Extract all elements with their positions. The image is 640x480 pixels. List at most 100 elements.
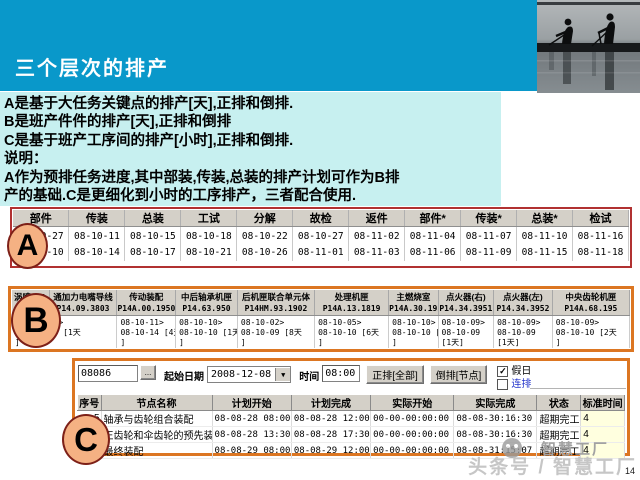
b-cell-line: 08-10-09 [8天 — [240, 328, 302, 337]
a-cell: 08-10-22 08-10-26 — [236, 226, 294, 261]
badge-a: A — [7, 223, 48, 269]
c-col-header: 实际完成 — [453, 395, 538, 411]
b-cell-line: 08-10-10 [1天 — [392, 328, 437, 337]
b-cell-line: 08-10-14 [4天 — [120, 328, 176, 337]
b-col-code: P14A.30.1950 — [389, 304, 438, 313]
a-date-end: 08-10-14 — [74, 247, 120, 258]
order-number-input[interactable] — [78, 365, 138, 382]
c-cell-actual-start: 00-00-00:00:00 — [370, 442, 455, 459]
b-col-name: 点火器(左) — [503, 292, 543, 302]
b-cell-line: 08-10-09 — [497, 328, 536, 337]
c-col-header: 计划开始 — [211, 395, 292, 411]
backward-schedule-button[interactable]: 倒排[节点] — [429, 365, 488, 384]
b-cell-line: 08-10-02> — [240, 318, 285, 327]
b-cell: 08-10-10>08-10-10 [1天] — [175, 315, 238, 348]
continuous-option[interactable]: 连排 — [497, 378, 531, 391]
b-cell-line: ] — [179, 338, 184, 347]
b-col-code: P14.09.3803 — [56, 304, 110, 313]
b-col-code: P14.34.3951 — [439, 304, 493, 313]
b-col-code: P14HM.93.1902 — [244, 304, 308, 313]
c-cell-status: 超期完工 — [536, 410, 582, 427]
a-col-header: 部件* — [404, 210, 462, 227]
b-cell-line: ] — [318, 338, 323, 347]
page-number: 14 — [624, 466, 635, 476]
watermark-logo-icon — [502, 438, 522, 458]
b-cell-line: ] — [240, 338, 246, 347]
schedule-c-table: 序号节点名称计划开始计划完成实际开始实际完成状态标准时间5轴承与齿轮组合装配08… — [77, 395, 625, 459]
b-col-name: 点火器(右) — [445, 292, 486, 302]
b-col-header: 主燃烧室 P14A.30.1950 — [388, 290, 439, 316]
b-col-header: 点火器(右) P14.34.3951 — [438, 290, 495, 316]
a-date-start: 08-10-15 — [130, 231, 176, 242]
c-cell-actual-end: 08-08-30:16:30 — [453, 426, 538, 443]
b-cell-line: 08-10-11> — [120, 318, 164, 327]
a-cell: 08-11-04 08-11-06 — [404, 226, 462, 261]
b-cell-line: 08-10-09 — [441, 328, 481, 337]
c-cell-plan-start: 08-08-28 08:00 — [212, 410, 292, 427]
a-cell: 08-11-10 08-11-15 — [516, 226, 574, 261]
chevron-down-icon[interactable]: ▼ — [275, 368, 291, 381]
b-col-code: P14.63.950 — [182, 304, 231, 313]
rowers-photo-image — [537, 0, 640, 93]
watermark-line-2: 头条号 / 智慧工厂 — [468, 457, 637, 478]
time-input[interactable] — [322, 365, 361, 382]
a-col-header: 传装* — [460, 210, 518, 227]
a-header-row: 部件 传装 总装 工试 分解 故检 返件 部件* 传装* 总装* 检试 — [13, 210, 629, 227]
continuous-checkbox[interactable] — [497, 379, 509, 390]
a-cell: 08-11-07 08-11-09 — [460, 226, 518, 261]
screenshot-b-frame: 涡喷14AFWP14A通加力电嘴导线P14.09.3803传动装配P14A.00… — [8, 286, 634, 352]
a-cell: 08-11-02 08-11-03 — [348, 226, 406, 261]
b-col-header: 通加力电嘴导线 P14.09.3803 — [49, 290, 118, 316]
c-col-header: 标准时间 — [580, 395, 625, 411]
b-col-code: P14.34.3952 — [496, 304, 550, 313]
b-col-name: 处理机匣 — [334, 292, 369, 302]
a-date-start: 08-11-04 — [409, 231, 456, 242]
holiday-checkbox[interactable]: ✓ — [497, 366, 509, 377]
a-date-end: 08-11-01 — [297, 247, 344, 258]
a-date-start: 08-10-18 — [185, 231, 232, 242]
forward-schedule-button[interactable]: 正排[全部] — [366, 365, 424, 384]
b-cell-line: ] — [392, 338, 397, 347]
intro-line: 说明： — [4, 151, 48, 168]
schedule-b-table: 涡喷14AFWP14A通加力电嘴导线P14.09.3803传动装配P14A.00… — [12, 290, 631, 348]
holiday-option[interactable]: ✓ 假日 — [497, 365, 531, 378]
b-cell: 08-10-11> 08-10-14 [4天] — [116, 315, 177, 348]
b-cell-line: 08-10-10 [2天 — [555, 328, 617, 337]
b-cell-line: 08-10-10 [6天 — [318, 328, 380, 337]
a-date-end: 08-11-18 — [577, 247, 624, 258]
a-cell: 08-10-11 08-10-14 — [68, 226, 126, 261]
b-cell-line: ] — [15, 338, 20, 347]
c-cell-actual-start: 00-00-00:00:00 — [370, 410, 455, 427]
browse-ellipsis-button[interactable]: ... — [140, 365, 156, 380]
b-cell: 08-10-02> 08-10-09 [8天] — [237, 315, 316, 348]
b-cell-line: 08-10-09> — [497, 318, 541, 327]
b-cell-line: 08-10-05> — [318, 318, 362, 327]
a-date-end: 08-11-09 — [465, 247, 512, 258]
intro-line: B是班产件件的排产[天],正排和倒排 — [4, 114, 232, 131]
toolbar-divider — [530, 388, 626, 389]
b-cell: 08-10-09> 08-10-10 [2天] — [552, 315, 631, 348]
b-col-name: 中后轴承机匣 — [180, 292, 232, 302]
b-cell-line: 08-10-10> — [392, 318, 436, 327]
b-cell-line: ] — [555, 338, 561, 347]
a-date-start: 08-10-11 — [74, 231, 120, 242]
b-col-code: P14A.00.1950 — [117, 304, 176, 313]
c-col-header: 节点名称 — [100, 395, 213, 411]
b-col-header: 处理机匣 P14A.13.1819 — [314, 290, 390, 316]
intro-line: 产的基础.C是更细化到小时的工序排产，三者配合使用. — [4, 188, 357, 205]
b-data-row: E08-10-14>708-10-14 [1天]08-10-11>08-10-1… — [12, 315, 631, 348]
b-col-name: 中央齿轮机匣 — [565, 292, 617, 302]
screenshot-a-frame: 部件传装总装工试分解故检返件部件*传装*总装*检试08-09-2708-10-1… — [10, 207, 632, 268]
a-cell: 08-10-27 08-11-01 — [292, 226, 350, 261]
intro-line: A作为预排任务进度,其中部装,传装,总装的排产计划可作为B排 — [4, 169, 400, 186]
c-cell-std-time: 4 — [580, 426, 625, 443]
a-data-row: 08-09-2708-10-1008-10-1108-10-1408-10-15… — [13, 226, 629, 261]
c-col-header: 序号 — [77, 395, 102, 411]
a-date-end: 08-11-06 — [409, 247, 456, 258]
b-cell-line: 08-10-09> — [441, 318, 485, 327]
start-date-select[interactable]: 2008-12-08 ▼ — [207, 366, 292, 383]
intro-line: C是基于班产工序间的排产[小时],正排和倒排. — [4, 132, 294, 149]
c-cell-plan-end: 08-08-28 17:30 — [291, 426, 372, 443]
